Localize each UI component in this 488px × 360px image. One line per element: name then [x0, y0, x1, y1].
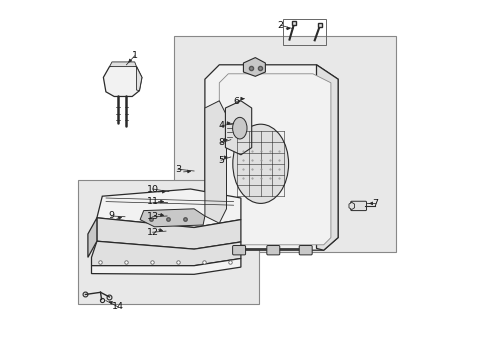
Text: 13: 13	[146, 212, 159, 221]
Polygon shape	[316, 65, 337, 250]
Polygon shape	[243, 58, 265, 76]
Text: 14: 14	[112, 302, 123, 311]
Text: 9: 9	[108, 211, 114, 220]
Text: 4: 4	[218, 122, 224, 130]
Text: 8: 8	[218, 139, 224, 148]
Polygon shape	[97, 189, 241, 228]
Polygon shape	[78, 180, 258, 304]
Text: 7: 7	[371, 199, 377, 208]
Polygon shape	[91, 241, 241, 266]
Polygon shape	[204, 65, 337, 250]
Polygon shape	[140, 209, 204, 227]
Polygon shape	[174, 36, 395, 252]
Polygon shape	[348, 202, 354, 210]
Text: 1: 1	[131, 51, 138, 60]
Text: 11: 11	[146, 197, 159, 206]
Polygon shape	[225, 101, 251, 155]
Text: 3: 3	[175, 165, 181, 174]
Text: 12: 12	[146, 228, 159, 237]
Text: 2: 2	[277, 21, 283, 30]
Text: 5: 5	[218, 156, 224, 165]
Polygon shape	[219, 74, 330, 245]
Text: 6: 6	[233, 97, 239, 106]
Ellipse shape	[232, 124, 288, 203]
FancyBboxPatch shape	[232, 246, 245, 255]
Polygon shape	[136, 67, 142, 91]
Text: 10: 10	[146, 184, 159, 194]
Polygon shape	[109, 62, 136, 67]
FancyBboxPatch shape	[266, 246, 279, 255]
Ellipse shape	[232, 117, 246, 139]
FancyBboxPatch shape	[350, 201, 366, 211]
Polygon shape	[88, 218, 97, 257]
Polygon shape	[103, 63, 142, 96]
FancyBboxPatch shape	[299, 246, 311, 255]
Polygon shape	[204, 101, 226, 223]
Polygon shape	[97, 218, 241, 249]
Polygon shape	[91, 258, 241, 274]
